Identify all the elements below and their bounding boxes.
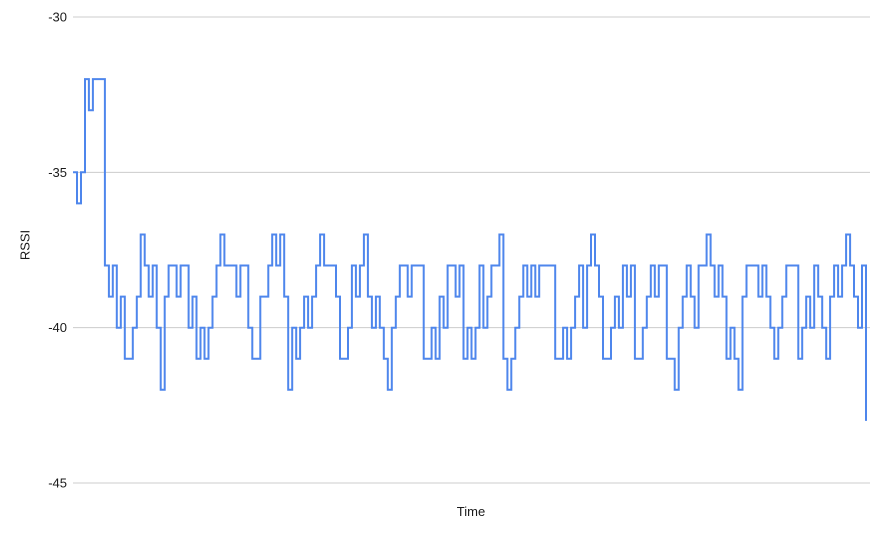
rssi-series-line[interactable] — [73, 78, 867, 421]
y-axis-tick-labels: -30 -35 -40 -45 — [48, 10, 67, 491]
y-tick-label: -35 — [48, 165, 67, 180]
y-tick-label: -45 — [48, 476, 67, 491]
y-axis-title: RSSI — [17, 229, 33, 261]
y-tick-label: -30 — [48, 10, 67, 25]
y-tick-label: -40 — [48, 320, 67, 335]
gridline-group — [73, 16, 870, 484]
x-axis-title: Time — [456, 504, 486, 519]
